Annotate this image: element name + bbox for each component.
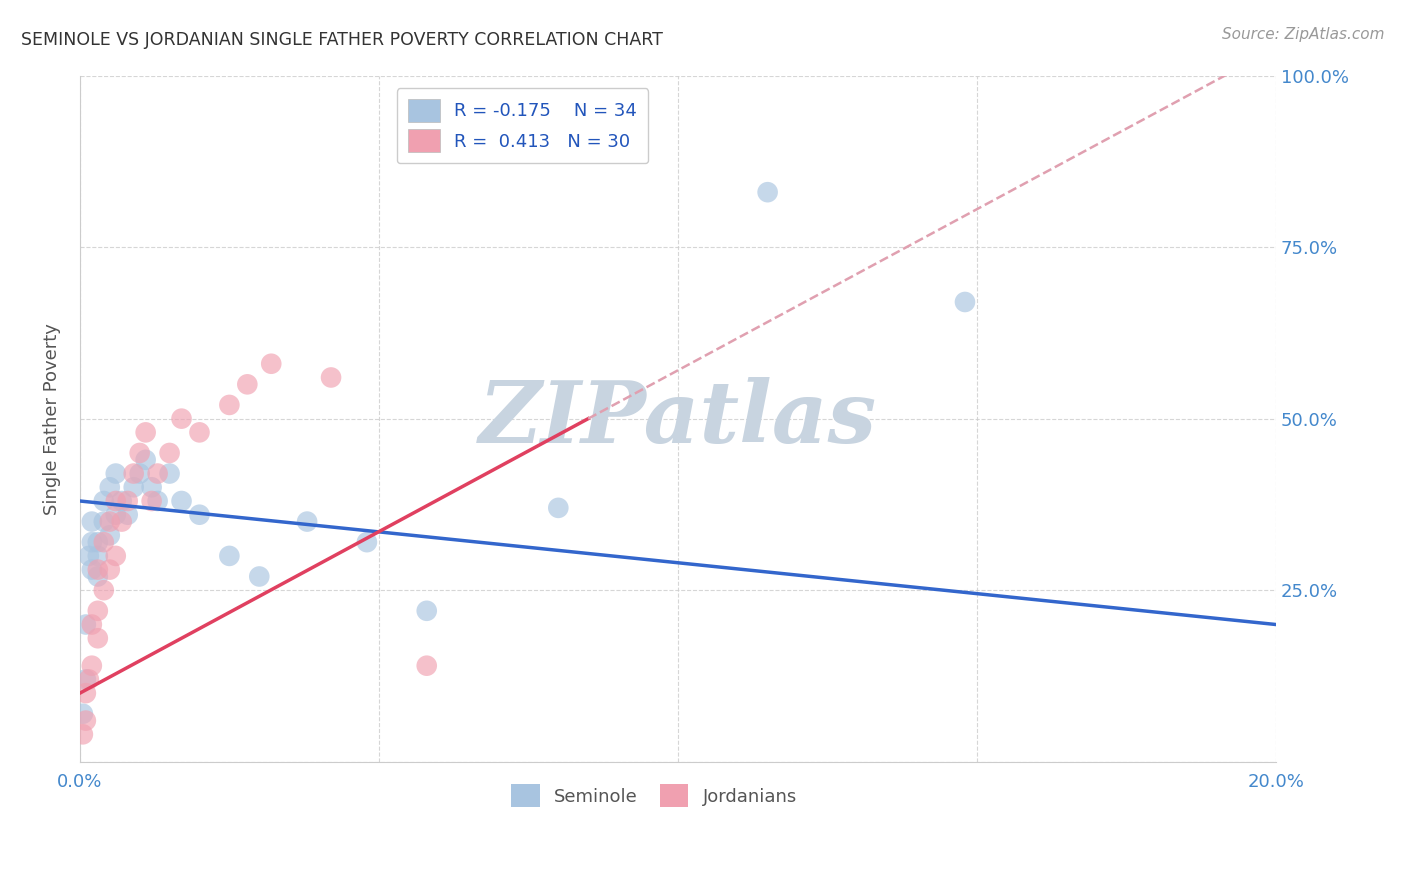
- Point: [247, 569, 270, 583]
- Point: [319, 370, 342, 384]
- Point: [159, 446, 181, 460]
- Point: [72, 727, 94, 741]
- Point: [72, 706, 94, 721]
- Point: [111, 515, 134, 529]
- Point: [77, 549, 100, 563]
- Point: [128, 446, 150, 460]
- Point: [98, 528, 121, 542]
- Point: [93, 535, 115, 549]
- Point: [159, 467, 181, 481]
- Point: [75, 714, 97, 728]
- Point: [170, 411, 193, 425]
- Point: [98, 563, 121, 577]
- Point: [104, 467, 127, 481]
- Point: [87, 632, 110, 646]
- Point: [80, 535, 103, 549]
- Text: Source: ZipAtlas.com: Source: ZipAtlas.com: [1222, 27, 1385, 42]
- Point: [75, 617, 97, 632]
- Point: [87, 535, 110, 549]
- Point: [260, 357, 283, 371]
- Text: ZIPatlas: ZIPatlas: [479, 377, 877, 460]
- Point: [111, 494, 134, 508]
- Point: [87, 549, 110, 563]
- Point: [218, 549, 240, 563]
- Point: [117, 494, 139, 508]
- Point: [104, 549, 127, 563]
- Point: [756, 185, 779, 199]
- Point: [80, 563, 103, 577]
- Point: [80, 617, 103, 632]
- Point: [80, 515, 103, 529]
- Point: [188, 508, 211, 522]
- Point: [218, 398, 240, 412]
- Point: [93, 515, 115, 529]
- Point: [93, 583, 115, 598]
- Point: [75, 673, 97, 687]
- Point: [122, 480, 145, 494]
- Point: [80, 658, 103, 673]
- Point: [122, 467, 145, 481]
- Point: [87, 563, 110, 577]
- Text: SEMINOLE VS JORDANIAN SINGLE FATHER POVERTY CORRELATION CHART: SEMINOLE VS JORDANIAN SINGLE FATHER POVE…: [21, 31, 664, 49]
- Point: [146, 467, 169, 481]
- Point: [104, 508, 127, 522]
- Point: [416, 604, 439, 618]
- Point: [236, 377, 259, 392]
- Point: [953, 295, 976, 310]
- Point: [87, 569, 110, 583]
- Point: [146, 494, 169, 508]
- Point: [93, 494, 115, 508]
- Point: [104, 494, 127, 508]
- Point: [98, 480, 121, 494]
- Point: [77, 673, 100, 687]
- Point: [87, 604, 110, 618]
- Point: [170, 494, 193, 508]
- Point: [135, 425, 157, 440]
- Point: [98, 515, 121, 529]
- Point: [141, 480, 163, 494]
- Point: [547, 500, 569, 515]
- Point: [128, 467, 150, 481]
- Point: [135, 452, 157, 467]
- Legend: Seminole, Jordanians: Seminole, Jordanians: [503, 777, 804, 814]
- Point: [416, 658, 439, 673]
- Point: [295, 515, 318, 529]
- Y-axis label: Single Father Poverty: Single Father Poverty: [44, 323, 60, 515]
- Point: [188, 425, 211, 440]
- Point: [75, 686, 97, 700]
- Point: [141, 494, 163, 508]
- Point: [356, 535, 378, 549]
- Point: [117, 508, 139, 522]
